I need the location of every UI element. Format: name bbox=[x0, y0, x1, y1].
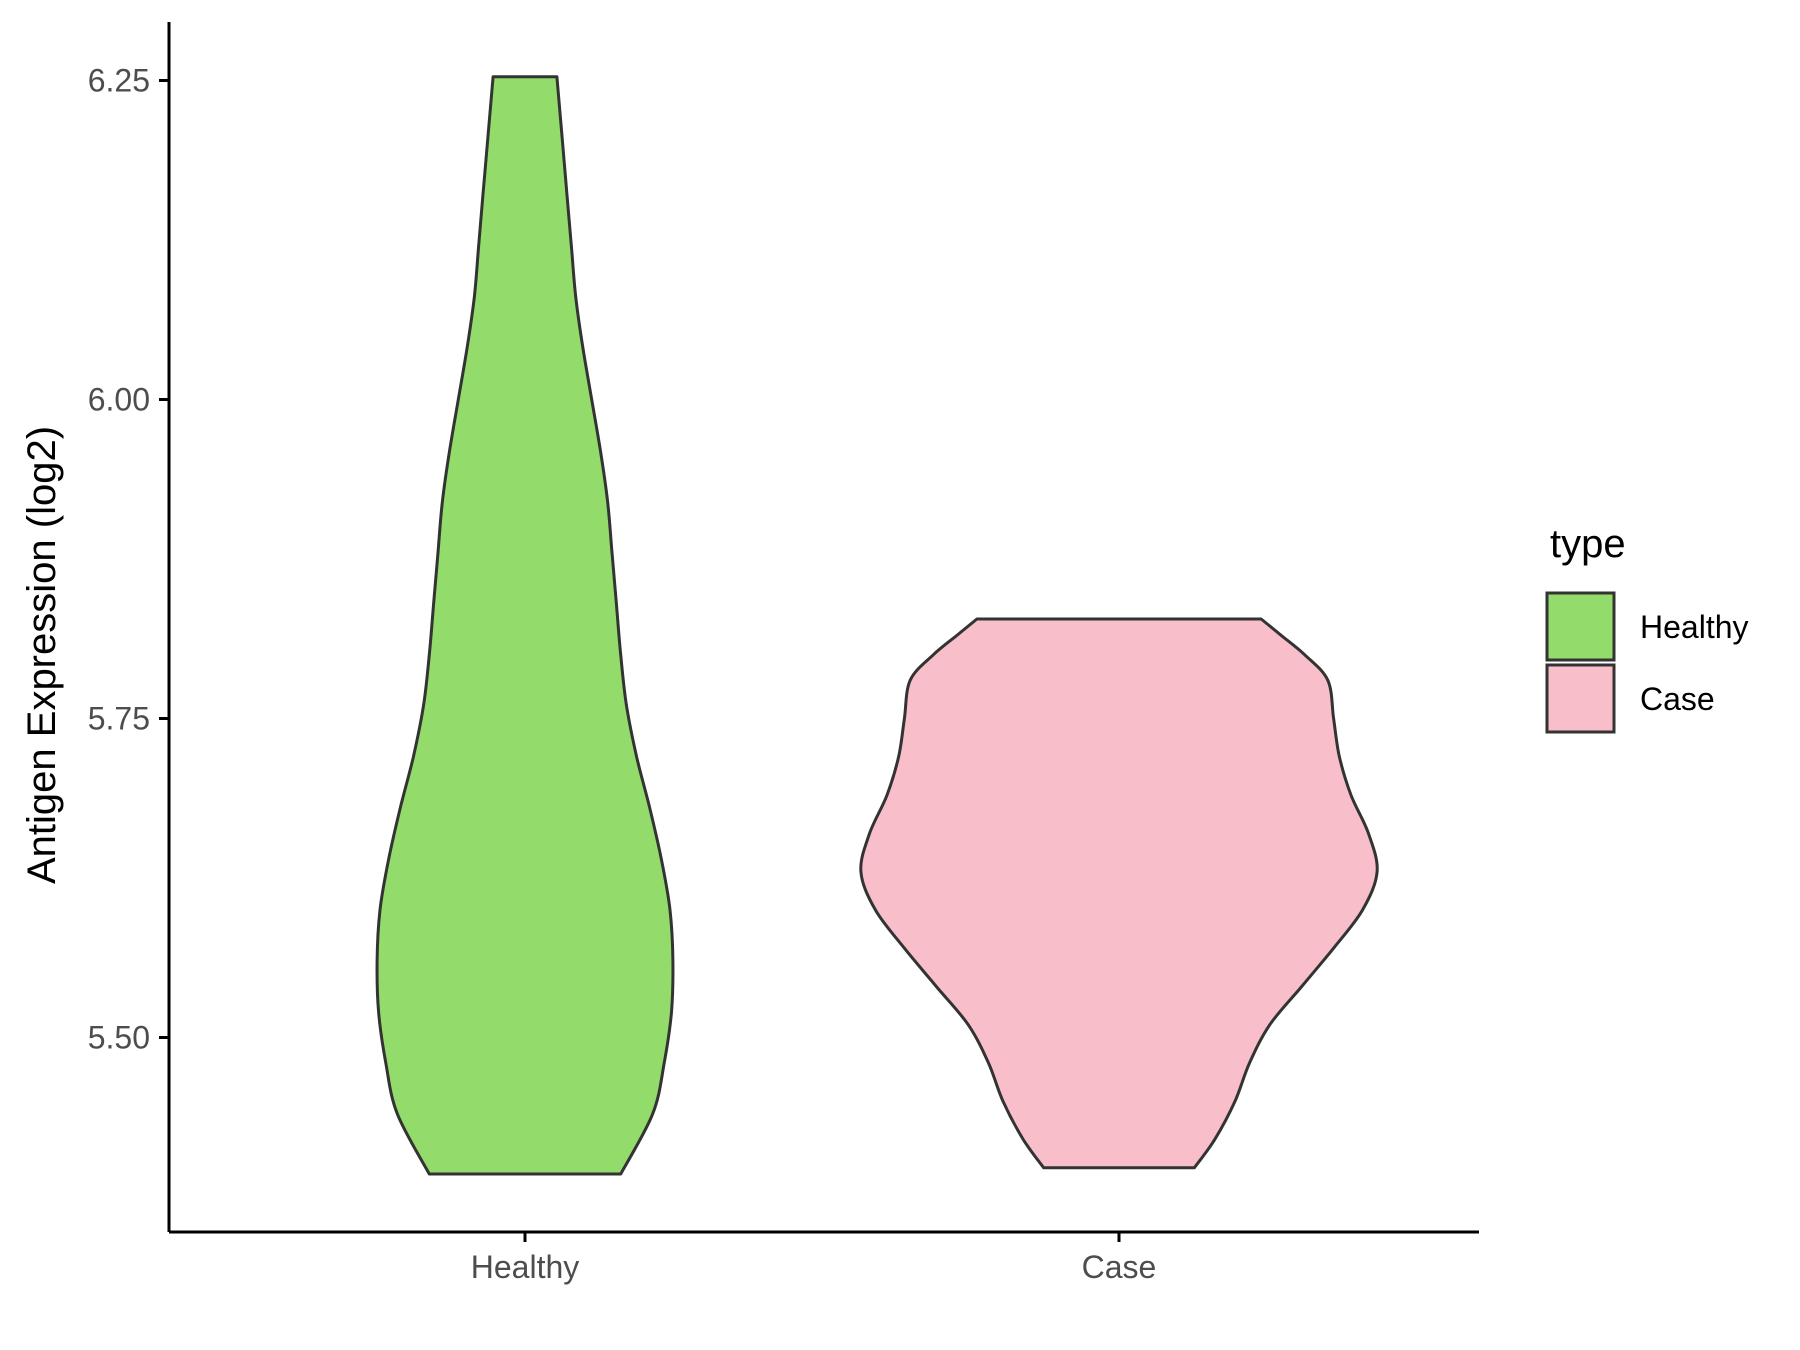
legend-title: type bbox=[1550, 522, 1626, 566]
legend: type Healthy Case bbox=[1545, 522, 1749, 734]
legend-label-case: Case bbox=[1640, 681, 1715, 717]
x-tick-label-healthy: Healthy bbox=[471, 1249, 580, 1285]
x-ticks: Healthy Case bbox=[471, 1232, 1157, 1285]
y-tick-label: 6.00 bbox=[88, 382, 150, 418]
legend-label-healthy: Healthy bbox=[1640, 609, 1749, 645]
y-tick-label: 5.50 bbox=[88, 1020, 150, 1056]
y-ticks: 5.50 5.75 6.00 6.25 bbox=[88, 63, 169, 1056]
x-tick-label-case: Case bbox=[1082, 1249, 1157, 1285]
y-tick-label: 5.75 bbox=[88, 701, 150, 737]
legend-entries: Healthy Case bbox=[1545, 591, 1749, 734]
y-axis-title: Antigen Expression (log2) bbox=[20, 426, 64, 884]
axes: 5.50 5.75 6.00 6.25 Healthy Case bbox=[88, 22, 1479, 1285]
violin-case bbox=[859, 617, 1379, 1170]
y-tick-label: 6.25 bbox=[88, 63, 150, 99]
violin-layer bbox=[375, 75, 1379, 1176]
violin-healthy bbox=[375, 75, 675, 1176]
legend-swatch-case bbox=[1545, 663, 1616, 734]
legend-swatch-healthy bbox=[1545, 591, 1616, 662]
